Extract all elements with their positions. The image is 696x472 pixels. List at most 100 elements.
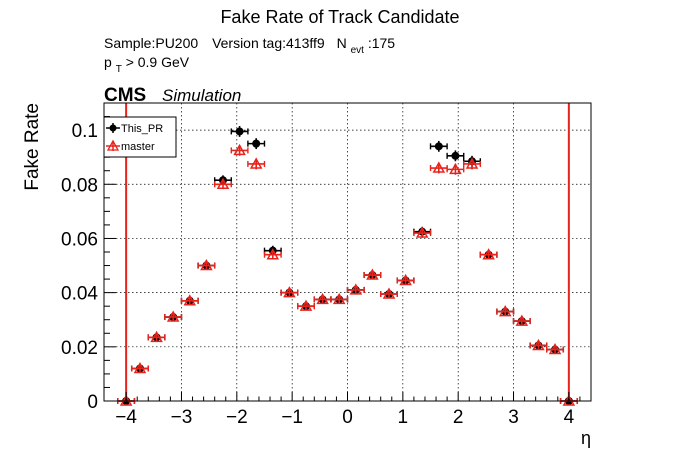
nevt-subscript: evt: [351, 45, 365, 56]
data-point: [197, 259, 216, 271]
marker-triangle: [399, 273, 412, 286]
data-point: [247, 138, 266, 150]
y-tick-label: 0.08: [61, 175, 98, 196]
marker-triangle: [449, 162, 462, 175]
marker-circle: [451, 151, 460, 160]
data-point: [230, 143, 249, 156]
y-tick-label: 0.04: [61, 284, 98, 305]
data-point: [230, 126, 249, 137]
x-tick-label: −1: [281, 407, 303, 428]
y-tick-label: 0: [87, 392, 98, 413]
data-point: [529, 338, 548, 351]
nevt-label: N: [337, 35, 347, 51]
series-group: [117, 126, 578, 406]
marker-triangle: [349, 283, 363, 295]
data-point: [213, 177, 232, 190]
legend-marker: [106, 139, 120, 151]
marker-circle: [252, 139, 261, 148]
marker-triangle: [166, 310, 180, 322]
marker-triangle: [266, 248, 280, 260]
data-point: [247, 157, 266, 170]
axes: −4 −3 −2 −1 0 1 2 3 4 0 0.02 0.04 0.06 0.08 0.1: [61, 116, 581, 428]
data-point: [330, 292, 349, 305]
pt-cut: > 0.9 GeV: [126, 54, 190, 70]
legend-label: master: [121, 141, 155, 153]
x-tick-label: 4: [564, 407, 575, 428]
data-point: [429, 161, 448, 174]
legend-entry-this-pr: This_PR: [106, 123, 163, 135]
data-point: [280, 286, 299, 298]
info-line-1: Sample:PU200 Version tag:413ff9 N evt :1…: [104, 35, 395, 56]
y-tick-label: 0.06: [61, 229, 98, 250]
chart-title: Fake Rate of Track Candidate: [220, 7, 459, 27]
x-tick-label: 1: [398, 407, 409, 428]
sample-label: Sample:PU200: [104, 35, 198, 51]
marker-triangle: [515, 314, 529, 326]
marker-circle: [235, 127, 244, 136]
data-point: [346, 283, 365, 295]
marker-triangle: [498, 305, 512, 317]
data-point: [147, 330, 166, 343]
x-tick-label: 2: [453, 407, 464, 428]
x-tick-label: 0: [342, 407, 353, 428]
data-point: [463, 157, 482, 170]
data-point: [479, 248, 498, 260]
marker-triangle: [548, 342, 562, 355]
marker-triangle: [482, 248, 495, 260]
data-point: [380, 287, 399, 299]
data-point: [496, 305, 515, 317]
data-point: [413, 226, 432, 238]
data-point: [180, 294, 199, 306]
data-point: [313, 292, 332, 305]
x-axis-label: η: [581, 428, 591, 448]
data-point: [429, 140, 448, 152]
y-tick-label: 0.02: [61, 338, 98, 359]
x-tick-label: −2: [226, 407, 248, 428]
data-point: [164, 310, 183, 322]
legend-label: This_PR: [121, 123, 163, 135]
legend-entry-master: master: [106, 139, 155, 153]
marker-triangle: [133, 361, 147, 374]
marker-triangle: [183, 294, 197, 306]
marker-triangle: [216, 177, 230, 190]
marker-triangle: [299, 299, 313, 311]
legend-marker: [109, 124, 117, 132]
marker-circle: [434, 142, 443, 151]
marker-triangle: [233, 143, 246, 156]
marker-triangle: [532, 338, 545, 351]
marker-triangle: [200, 259, 213, 271]
marker-triangle: [465, 157, 479, 169]
x-tick-label: −4: [115, 407, 137, 428]
marker-triangle: [415, 226, 429, 238]
cms-label: CMS: [104, 85, 146, 106]
info-line-2: p T > 0.9 GeV: [104, 54, 190, 75]
marker-triangle: [316, 292, 329, 305]
marker-triangle: [332, 292, 346, 305]
data-point: [446, 150, 465, 162]
series-master: [117, 143, 578, 406]
marker-triangle: [432, 161, 446, 173]
x-tick-label: −3: [171, 407, 193, 428]
marker-triangle: [150, 330, 163, 343]
marker-triangle: [366, 268, 379, 280]
marker-triangle: [283, 286, 296, 298]
version-label: Version tag:413ff9: [212, 35, 325, 51]
data-point: [363, 268, 382, 280]
cms-sublabel: Simulation: [162, 86, 241, 105]
data-point: [296, 299, 315, 311]
pt-subscript: T: [116, 64, 122, 75]
data-point: [446, 162, 465, 175]
y-axis-label: Fake Rate: [22, 103, 43, 191]
x-tick-label: 3: [508, 407, 519, 428]
data-point: [546, 342, 565, 355]
data-point: [263, 248, 282, 260]
nevt-value: :175: [368, 35, 395, 51]
data-point: [396, 273, 415, 286]
y-tick-label: 0.1: [72, 121, 98, 142]
grid: [104, 103, 591, 401]
data-point: [130, 361, 149, 374]
pt-label: p: [104, 54, 112, 70]
marker-triangle: [382, 287, 396, 299]
